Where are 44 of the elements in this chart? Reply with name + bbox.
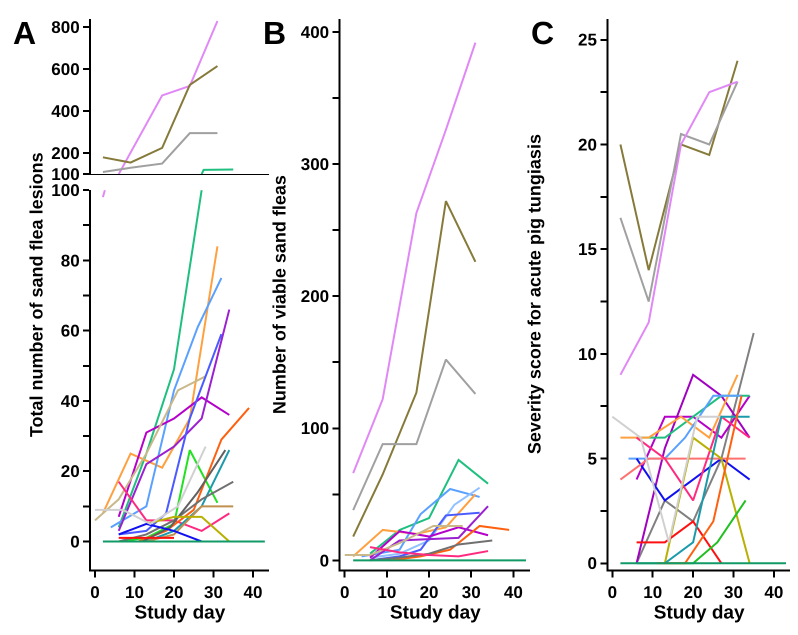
y-axis-title: Severity score for acute pig tungiasis: [524, 134, 545, 454]
x-tick-label: 20: [684, 582, 703, 602]
x-tick-label: 40: [764, 582, 784, 602]
x-tick-label: 0: [608, 582, 618, 602]
y-tick-label: 20: [578, 135, 597, 154]
y-tick-label: 200: [300, 287, 330, 306]
chart-title: C: [531, 15, 554, 51]
y-tick-label: 10: [578, 344, 597, 364]
y-axis-title: Number of viable sand fleas: [270, 175, 290, 414]
y-tick-label: 15: [578, 240, 597, 260]
y-tick-label: 400: [51, 102, 80, 122]
y-tick-label: 0: [70, 532, 80, 552]
y-tick-label: 0: [587, 554, 597, 574]
chart-title: A: [13, 15, 36, 51]
y-axis-title: Total number of sand flea lesions: [26, 152, 47, 438]
x-tick-label: 10: [377, 582, 396, 602]
x-axis-title: Study day: [390, 602, 482, 624]
x-tick-label: 30: [724, 582, 743, 602]
y-tick-label: 5: [587, 450, 597, 469]
x-tick-label: 20: [420, 582, 439, 602]
x-tick-label: 10: [643, 582, 662, 602]
x-tick-label: 40: [504, 582, 523, 602]
y-tick-label: 60: [60, 322, 80, 341]
y-tick-label: 100: [300, 419, 330, 438]
x-tick-label: 10: [125, 582, 144, 602]
chart-title: B: [263, 15, 286, 51]
y-tick-label: 25: [578, 30, 597, 50]
x-axis-title: Study day: [134, 602, 226, 624]
y-tick-label: 600: [51, 60, 80, 80]
y-tick-label: 80: [60, 251, 80, 270]
x-tick-label: 40: [244, 582, 262, 602]
x-tick-label: 30: [204, 582, 223, 602]
y-tick-label: 20: [60, 462, 80, 482]
y-tick-label: 40: [60, 392, 80, 411]
x-axis-title: Study day: [654, 602, 745, 624]
y-tick-label: 400: [300, 23, 330, 42]
y-tick-label: 200: [51, 144, 80, 164]
y-tick-label: 800: [51, 18, 80, 38]
x-tick-label: 0: [340, 582, 350, 602]
x-tick-label: 30: [462, 582, 481, 602]
x-tick-label: 0: [90, 582, 100, 602]
y-tick-label: 0: [320, 551, 330, 570]
x-tick-label: 20: [164, 582, 184, 602]
y-tick-label: 300: [300, 155, 330, 174]
